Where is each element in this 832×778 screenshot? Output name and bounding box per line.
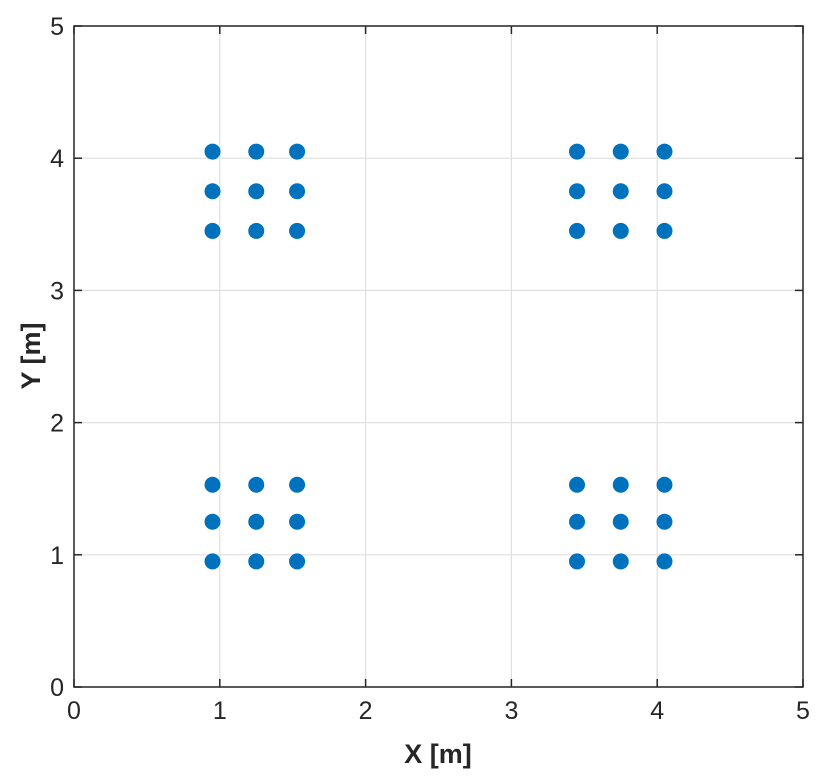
data-point bbox=[569, 476, 586, 493]
data-point bbox=[569, 222, 586, 239]
x-tick-label: 2 bbox=[359, 697, 373, 725]
y-tick-label: 0 bbox=[50, 674, 64, 702]
data-point bbox=[656, 476, 673, 493]
y-axis-label: Y [m] bbox=[16, 322, 46, 389]
x-tick-label: 0 bbox=[67, 697, 81, 725]
data-point bbox=[289, 476, 306, 493]
data-point bbox=[204, 222, 221, 239]
x-tick-label: 1 bbox=[213, 697, 227, 725]
data-point bbox=[612, 183, 629, 200]
y-tick-labels: 0 1 2 3 4 5 bbox=[50, 13, 64, 702]
x-tick-label: 4 bbox=[650, 697, 664, 725]
x-tick-labels: 0 1 2 3 4 5 bbox=[67, 697, 810, 725]
data-point bbox=[612, 143, 629, 160]
data-point bbox=[289, 553, 306, 570]
data-point bbox=[204, 553, 221, 570]
data-point bbox=[289, 513, 306, 530]
y-tick-label: 3 bbox=[50, 277, 64, 305]
data-point bbox=[289, 143, 306, 160]
data-point bbox=[656, 183, 673, 200]
y-tick-label: 1 bbox=[50, 542, 64, 570]
data-point bbox=[248, 476, 265, 493]
data-point bbox=[248, 183, 265, 200]
y-tick-label: 4 bbox=[50, 145, 64, 173]
x-axis-label: X [m] bbox=[404, 739, 472, 769]
data-point bbox=[569, 183, 586, 200]
y-tick-label: 5 bbox=[50, 13, 64, 41]
data-point bbox=[289, 222, 306, 239]
data-point bbox=[656, 513, 673, 530]
data-point bbox=[204, 513, 221, 530]
tick-marks bbox=[73, 25, 804, 688]
data-point bbox=[612, 476, 629, 493]
x-tick-label: 5 bbox=[796, 697, 810, 725]
x-tick-label: 3 bbox=[504, 697, 518, 725]
data-point bbox=[656, 222, 673, 239]
data-point bbox=[612, 553, 629, 570]
data-point bbox=[612, 222, 629, 239]
data-point bbox=[569, 553, 586, 570]
data-point bbox=[569, 513, 586, 530]
data-point bbox=[248, 222, 265, 239]
data-point bbox=[204, 476, 221, 493]
data-point bbox=[569, 143, 586, 160]
data-point bbox=[656, 553, 673, 570]
data-point bbox=[289, 183, 306, 200]
plot-area bbox=[74, 26, 803, 687]
y-tick-label: 2 bbox=[50, 410, 64, 438]
data-points bbox=[204, 143, 673, 570]
data-point bbox=[248, 143, 265, 160]
data-point bbox=[248, 553, 265, 570]
data-point bbox=[612, 513, 629, 530]
data-point bbox=[248, 513, 265, 530]
data-point bbox=[204, 183, 221, 200]
axes-box bbox=[73, 25, 804, 688]
data-point bbox=[656, 143, 673, 160]
data-point bbox=[204, 143, 221, 160]
